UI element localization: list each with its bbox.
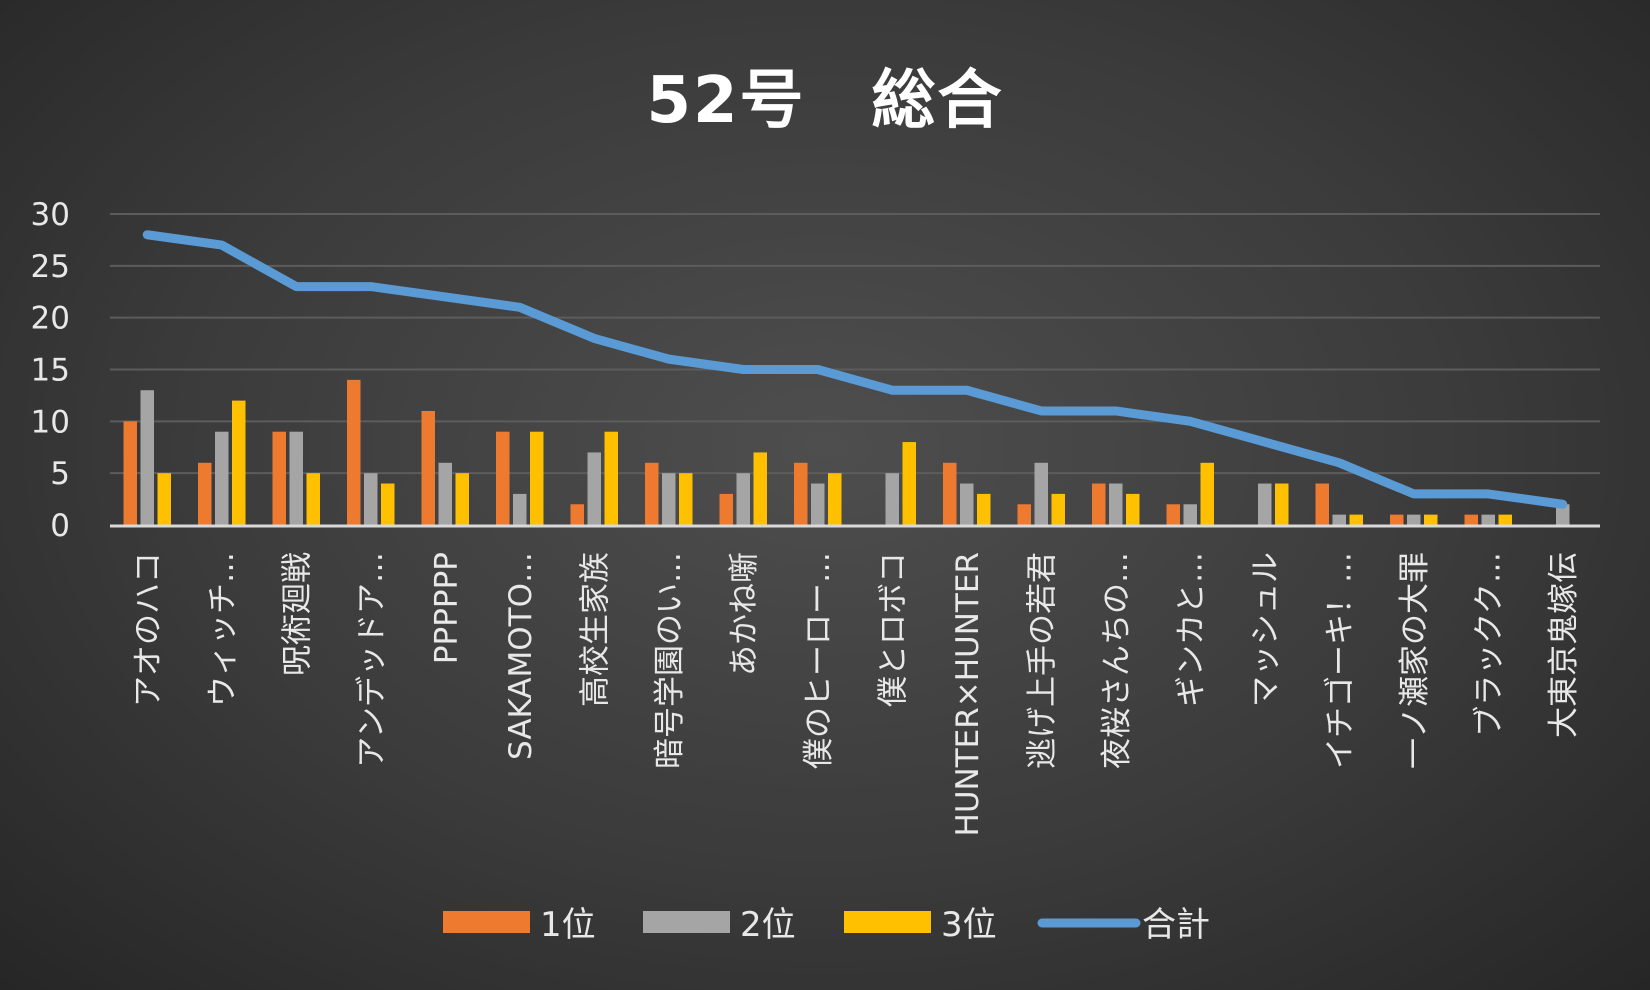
bars	[123, 379, 1570, 525]
x-tick-label: HUNTER×HUNTER	[950, 552, 986, 836]
gridlines	[110, 213, 1600, 475]
x-tick-label: 一ノ瀬家の大罪	[1397, 552, 1433, 769]
bar-3-8	[753, 452, 767, 525]
y-tick-label: 20	[31, 301, 70, 337]
bar-2-4	[438, 462, 452, 525]
y-tick-label: 5	[50, 456, 70, 492]
bar-2-14	[1183, 504, 1197, 525]
bar-1-11	[943, 462, 957, 525]
x-tick-label: アオのハコ	[130, 552, 166, 707]
bar-1-9	[794, 462, 808, 525]
legend: 1位 2位 3位 合計	[443, 905, 1210, 945]
bar-2-3	[364, 473, 378, 525]
bar-2-18	[1481, 514, 1495, 525]
legend-label: 3位	[941, 905, 997, 945]
bar-1-6	[570, 504, 584, 525]
bar-2-12	[1034, 462, 1048, 525]
bar-1-14	[1166, 504, 1180, 525]
bar-2-8	[736, 473, 750, 525]
x-tick-label: 夜桜さんちの…	[1099, 552, 1135, 769]
bar-3-12	[1051, 493, 1065, 525]
bar-3-17	[1424, 514, 1438, 525]
total-line-series	[142, 230, 1568, 509]
x-tick-label: 呪術廻戦	[279, 552, 315, 676]
bar-3-1	[232, 400, 246, 525]
bar-3-6	[604, 431, 618, 525]
bar-3-14	[1200, 462, 1214, 525]
bar-2-19	[1556, 504, 1570, 525]
bar-2-1	[215, 431, 229, 525]
x-tick-label: 僕とロボコ	[875, 552, 911, 707]
bar-1-8	[719, 493, 733, 525]
bar-2-5	[513, 493, 527, 525]
bar-3-0	[157, 473, 171, 525]
y-tick-label: 10	[31, 404, 70, 440]
bar-1-2	[272, 431, 286, 525]
total-line	[142, 230, 1568, 509]
legend-label: 合計	[1142, 905, 1210, 945]
bar-2-10	[885, 473, 899, 525]
y-tick-label: 25	[31, 249, 70, 285]
y-tick-label: 30	[31, 197, 70, 233]
bar-3-16	[1349, 514, 1363, 525]
bar-3-5	[530, 431, 544, 525]
bar-1-12	[1017, 504, 1031, 525]
chart-title: 52号 総合	[646, 64, 1003, 138]
bar-1-7	[645, 462, 659, 525]
x-tick-label: SAKAMOTO…	[503, 552, 539, 760]
x-tick-label: ウィッチ…	[205, 552, 241, 707]
legend-label: 2位	[740, 905, 796, 945]
bar-3-18	[1498, 514, 1512, 525]
bar-3-10	[902, 442, 916, 525]
x-tick-label: ブラックク…	[1471, 552, 1507, 737]
bar-2-11	[960, 483, 974, 525]
x-tick-label: 僕のヒーロー…	[801, 552, 837, 769]
bar-1-4	[421, 410, 435, 525]
x-tick-label: 逃げ上手の若君	[1024, 552, 1060, 769]
bar-3-3	[381, 483, 395, 525]
y-tick-label: 0	[50, 508, 70, 544]
x-tick-label: あかね噺	[726, 552, 762, 676]
x-tick-label: 大東京鬼嫁伝	[1546, 552, 1582, 738]
bar-1-17	[1390, 514, 1404, 525]
bar-2-13	[1109, 483, 1123, 525]
bar-1-16	[1315, 483, 1329, 525]
bar-2-7	[662, 473, 676, 525]
x-tick-label: PPPPPP	[428, 552, 464, 664]
bar-2-15	[1258, 483, 1272, 525]
bar-1-18	[1464, 514, 1478, 525]
bar-2-2	[289, 431, 303, 525]
x-tick-label: マッシュル	[1248, 552, 1284, 707]
legend-swatch	[844, 911, 931, 933]
bar-2-0	[140, 390, 154, 525]
bar-1-1	[198, 462, 212, 525]
legend-swatch	[443, 911, 530, 933]
x-tick-label: イチゴーキ！…	[1322, 552, 1358, 769]
bar-1-13	[1092, 483, 1106, 525]
bar-2-6	[587, 452, 601, 525]
bar-2-16	[1332, 514, 1346, 525]
x-tick-label: アンデッドア…	[354, 552, 390, 768]
x-tick-label: 暗号学園のい…	[652, 552, 688, 769]
bar-3-15	[1275, 483, 1289, 525]
bar-3-2	[306, 473, 320, 525]
bar-1-0	[123, 421, 137, 525]
x-tick-label: 高校生家族	[577, 552, 613, 707]
y-tick-label: 15	[31, 353, 70, 389]
bar-2-9	[811, 483, 825, 525]
bar-3-4	[455, 473, 469, 525]
x-axis-ticks: アオのハコ ウィッチ… 呪術廻戦 アンデッドア… PPPPPP SAKAMOTO… 高校生家…	[130, 552, 1582, 836]
bar-1-5	[496, 431, 510, 525]
x-tick-label: ギンカと…	[1173, 552, 1209, 707]
legend-swatch	[643, 911, 730, 933]
legend-label: 1位	[540, 905, 596, 945]
bar-3-11	[977, 493, 991, 525]
bar-2-17	[1407, 514, 1421, 525]
y-axis-ticks: 0 5 10 15 20 25 30	[31, 197, 70, 544]
bar-3-9	[828, 473, 842, 525]
bar-3-13	[1126, 493, 1140, 525]
bar-1-3	[347, 379, 361, 525]
bar-3-7	[679, 473, 693, 525]
